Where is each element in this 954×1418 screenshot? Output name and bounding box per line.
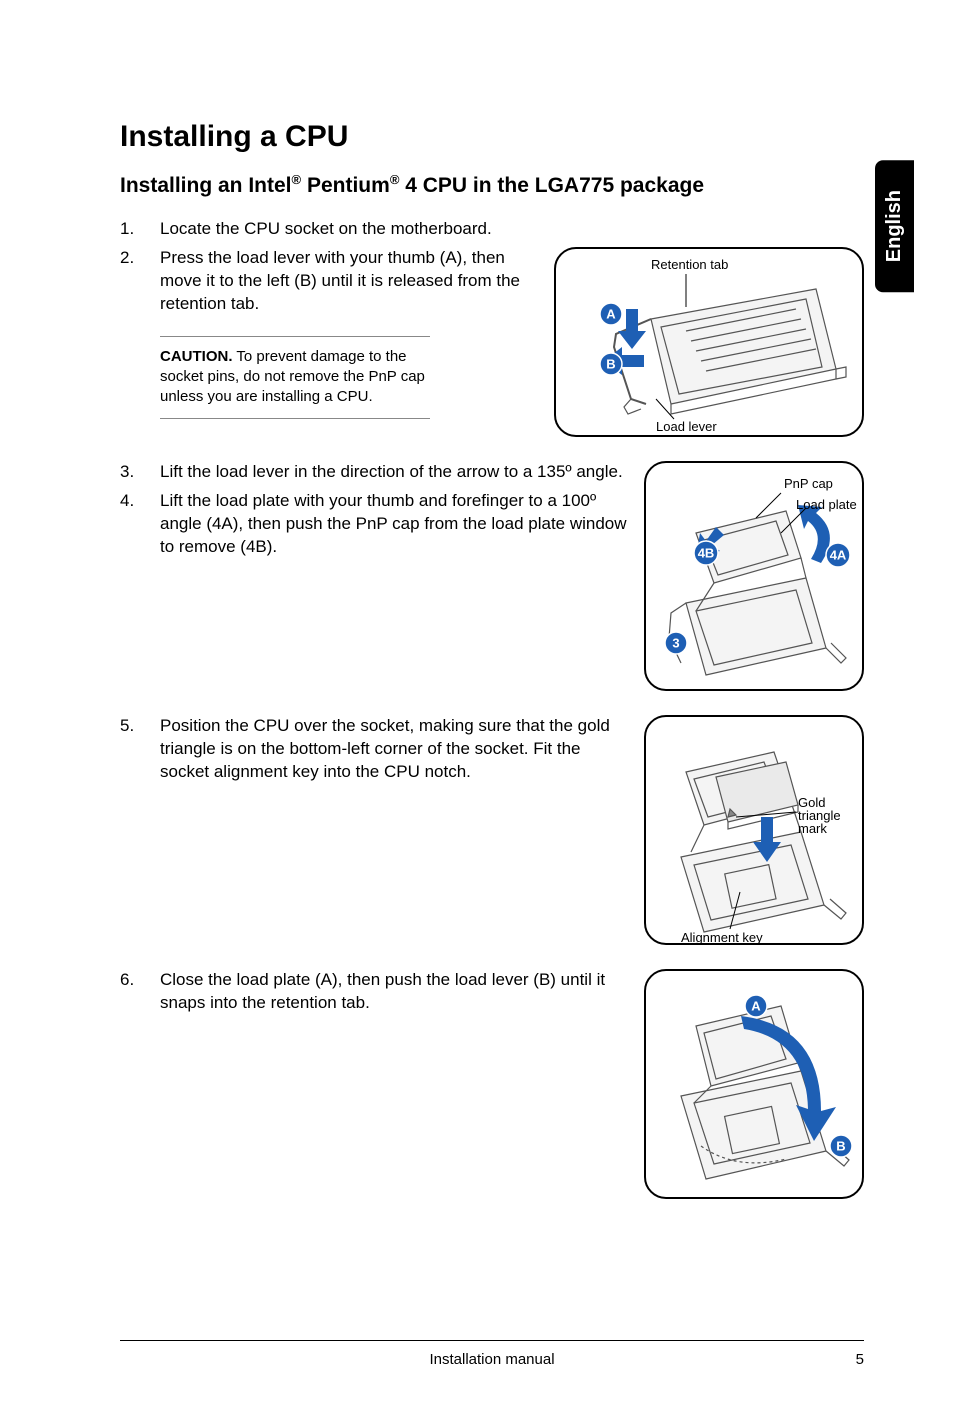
step-text: Press the load lever with your thumb (A)… <box>160 247 540 316</box>
step-4: 4. Lift the load plate with your thumb a… <box>120 490 630 559</box>
caution-box: CAUTION. To prevent damage to the socket… <box>160 336 430 419</box>
step-text: Close the load plate (A), then push the … <box>160 969 630 1015</box>
subtitle-part: 4 CPU in the LGA775 package <box>399 174 704 197</box>
subtitle-part: Installing an Intel <box>120 174 292 197</box>
badge-a: A <box>606 306 616 321</box>
page-title: Installing a CPU <box>120 120 864 154</box>
badge-a: A <box>751 998 761 1013</box>
caution-label: CAUTION. <box>160 348 233 365</box>
badge-4b: 4B <box>698 545 715 560</box>
page-number: 5 <box>856 1351 864 1368</box>
label-gold-triangle-3: mark <box>798 821 827 836</box>
step-5: 5. Position the CPU over the socket, mak… <box>120 715 630 784</box>
footer-title: Installation manual <box>429 1351 554 1368</box>
page-content: Installing a CPU Installing an Intel® Pe… <box>0 0 954 1418</box>
step-2-row: 2. Press the load lever with your thumb … <box>120 247 864 437</box>
step-number: 3. <box>120 461 160 484</box>
step-text: Lift the load plate with your thumb and … <box>160 490 630 559</box>
figure-1: Retention tab Load lever A B <box>554 247 864 437</box>
badge-3: 3 <box>672 635 679 650</box>
badge-b: B <box>836 1138 845 1153</box>
badge-b: B <box>606 356 615 371</box>
step-text: Locate the CPU socket on the motherboard… <box>160 218 864 241</box>
step-3-4-row: 3. Lift the load lever in the direction … <box>120 461 864 691</box>
step-6-row: 6. Close the load plate (A), then push t… <box>120 969 864 1199</box>
step-1: 1. Locate the CPU socket on the motherbo… <box>120 218 864 241</box>
page-footer: Installation manual 5 <box>120 1340 864 1368</box>
label-retention-tab: Retention tab <box>651 257 728 272</box>
step-number: 2. <box>120 247 160 316</box>
section-subtitle: Installing an Intel® Pentium® 4 CPU in t… <box>120 172 864 198</box>
registered-mark: ® <box>292 172 302 187</box>
step-text: Lift the load lever in the direction of … <box>160 461 630 484</box>
step-text: Position the CPU over the socket, making… <box>160 715 630 784</box>
registered-mark: ® <box>390 172 400 187</box>
figure-4: A B <box>644 969 864 1199</box>
subtitle-part: Pentium <box>301 174 390 197</box>
figure-3: Gold triangle mark Alignment key <box>644 715 864 945</box>
step-number: 5. <box>120 715 160 784</box>
step-number: 4. <box>120 490 160 559</box>
step-6: 6. Close the load plate (A), then push t… <box>120 969 630 1015</box>
step-2: 2. Press the load lever with your thumb … <box>120 247 540 316</box>
label-load-lever: Load lever <box>656 419 717 434</box>
label-alignment-key: Alignment key <box>681 930 763 945</box>
step-number: 1. <box>120 218 160 241</box>
label-pnp-cap: PnP cap <box>784 476 833 491</box>
figure-2: PnP cap Load plate 3 4B 4A <box>644 461 864 691</box>
step-number: 6. <box>120 969 160 1015</box>
step-5-row: 5. Position the CPU over the socket, mak… <box>120 715 864 945</box>
step-3: 3. Lift the load lever in the direction … <box>120 461 630 484</box>
label-load-plate: Load plate <box>796 497 857 512</box>
badge-4a: 4A <box>830 547 847 562</box>
